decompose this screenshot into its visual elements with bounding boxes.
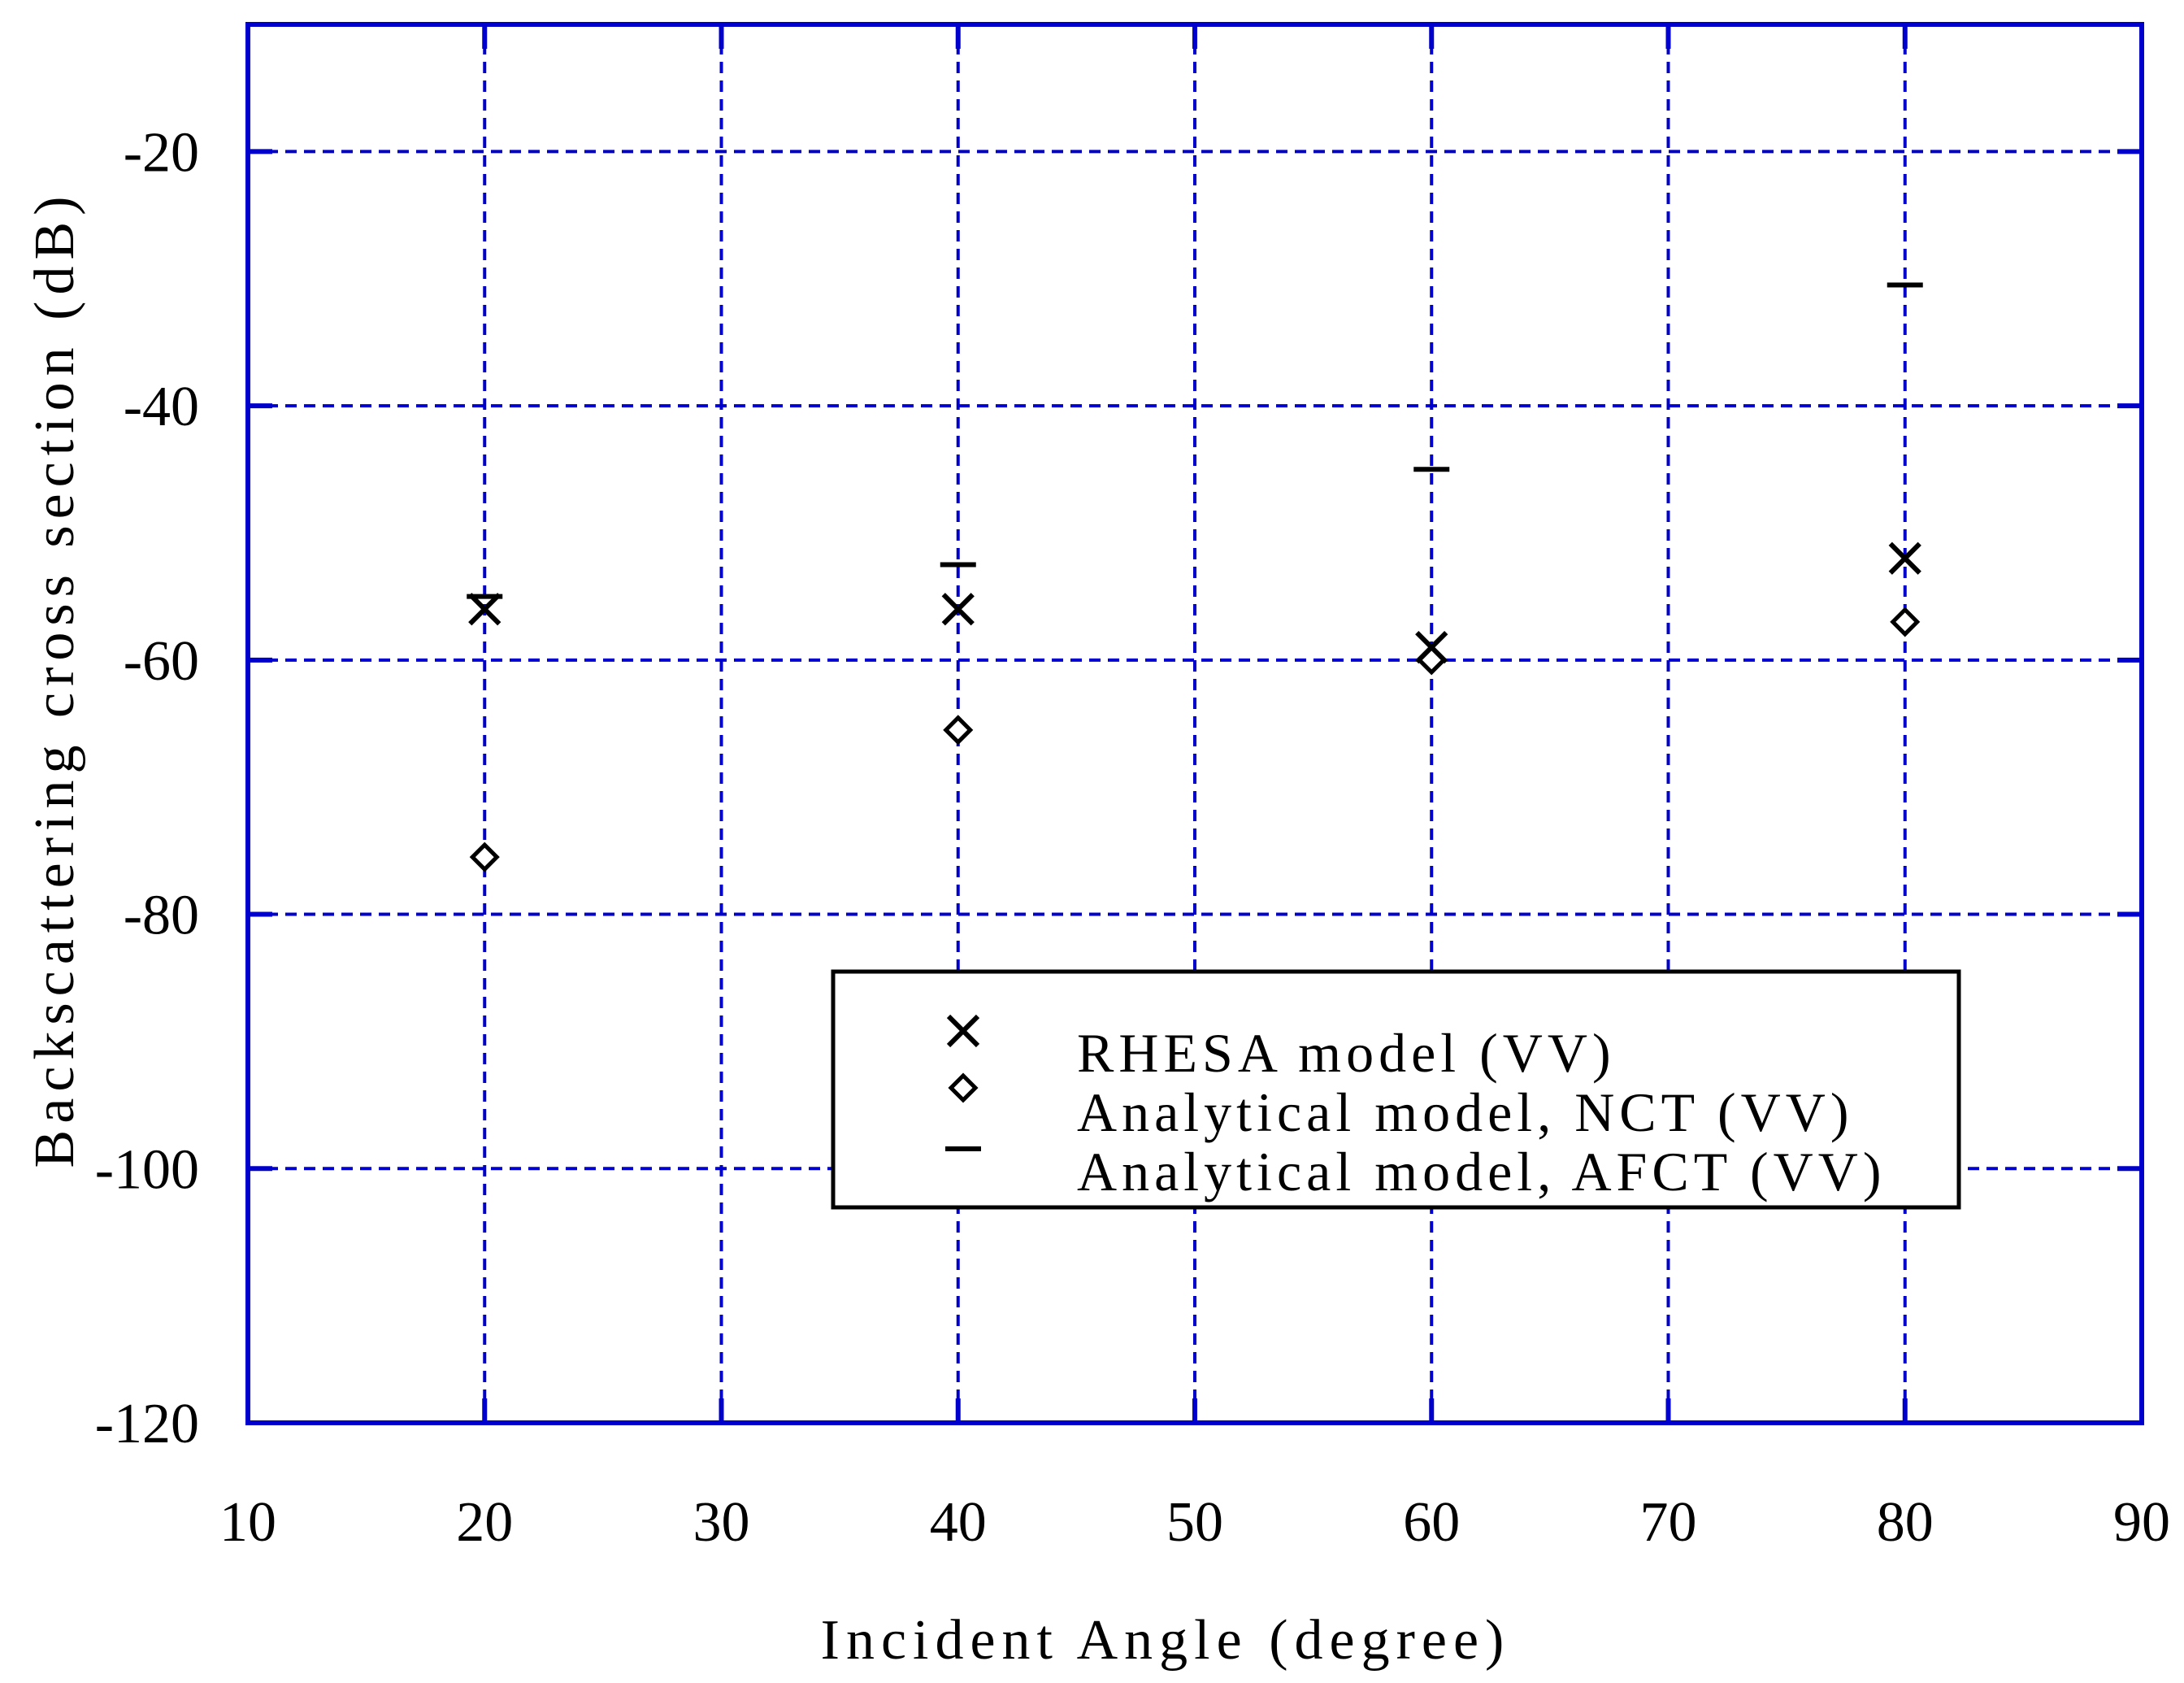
- marker-diamond-shape: [469, 842, 500, 872]
- x-axis-label: Incident Angle (degree): [821, 1609, 1511, 1672]
- y-tick-label: -60: [124, 630, 199, 693]
- grid-layer: [245, 24, 2144, 1425]
- x-tick-label: 90: [2113, 1491, 2170, 1554]
- y-axis-label: Backscattering cross section (dB): [24, 190, 86, 1168]
- x-tick-label: 60: [1403, 1491, 1460, 1554]
- x-tick-label: 80: [1877, 1491, 1934, 1554]
- legend-symbol-rhesa: [946, 1014, 980, 1048]
- marker-x-stroke: [468, 593, 501, 626]
- data-point-nct: [469, 842, 500, 872]
- y-tick-label: -20: [124, 121, 199, 184]
- plot-frame: [245, 22, 2144, 1425]
- marker-x-stroke: [1888, 541, 1921, 575]
- legend-label-rhesa: RHESA model (VV): [1077, 1022, 1616, 1084]
- data-point-rhesa: [468, 593, 501, 626]
- data-point-nct: [1416, 645, 1447, 676]
- legend: RHESA model (VV) Analytical model, NCT (…: [831, 969, 1961, 1210]
- tick-labels: 10 20 30 40 50 60 70 80 90 -20 -40 -60 -80 -100 -120: [95, 121, 2170, 1554]
- x-tick-label: 30: [693, 1491, 750, 1554]
- legend-box: [831, 969, 1961, 1210]
- marker-diamond-shape: [943, 715, 974, 746]
- marker-diamond-shape: [948, 1072, 979, 1103]
- data-point-rhesa: [941, 593, 975, 626]
- x-tick-label: 20: [456, 1491, 513, 1554]
- x-tick-label: 70: [1640, 1491, 1697, 1554]
- x-tick-label: 50: [1166, 1491, 1223, 1554]
- legend-label-nct: Analytical model, NCT (VV): [1077, 1081, 1853, 1143]
- legend-label-afct: Analytical model, AFCT (VV): [1077, 1141, 1887, 1202]
- data-point-nct: [1890, 607, 1921, 637]
- legend-symbols: [945, 1014, 981, 1151]
- marker-diamond-shape: [1416, 645, 1447, 676]
- marker-x-stroke: [946, 1014, 980, 1048]
- legend-symbol-nct: [948, 1072, 979, 1103]
- data-markers: [467, 282, 1923, 872]
- x-tick-label: 10: [219, 1491, 276, 1554]
- data-point-nct: [943, 715, 974, 746]
- marker-x-stroke: [941, 593, 975, 626]
- data-point-rhesa: [1888, 541, 1921, 575]
- y-tick-label: -120: [95, 1393, 199, 1455]
- y-tick-label: -40: [124, 376, 199, 438]
- y-tick-label: -80: [124, 885, 199, 947]
- x-tick-label: 40: [930, 1491, 987, 1554]
- marker-diamond-shape: [1890, 607, 1921, 637]
- y-tick-label: -100: [95, 1138, 199, 1201]
